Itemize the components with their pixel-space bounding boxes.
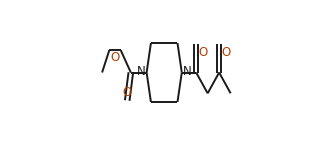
Text: O: O: [111, 51, 120, 64]
Text: N: N: [183, 65, 192, 78]
Text: N: N: [137, 65, 145, 78]
Text: O: O: [198, 46, 208, 59]
Text: O: O: [122, 86, 131, 99]
Text: O: O: [221, 46, 230, 59]
